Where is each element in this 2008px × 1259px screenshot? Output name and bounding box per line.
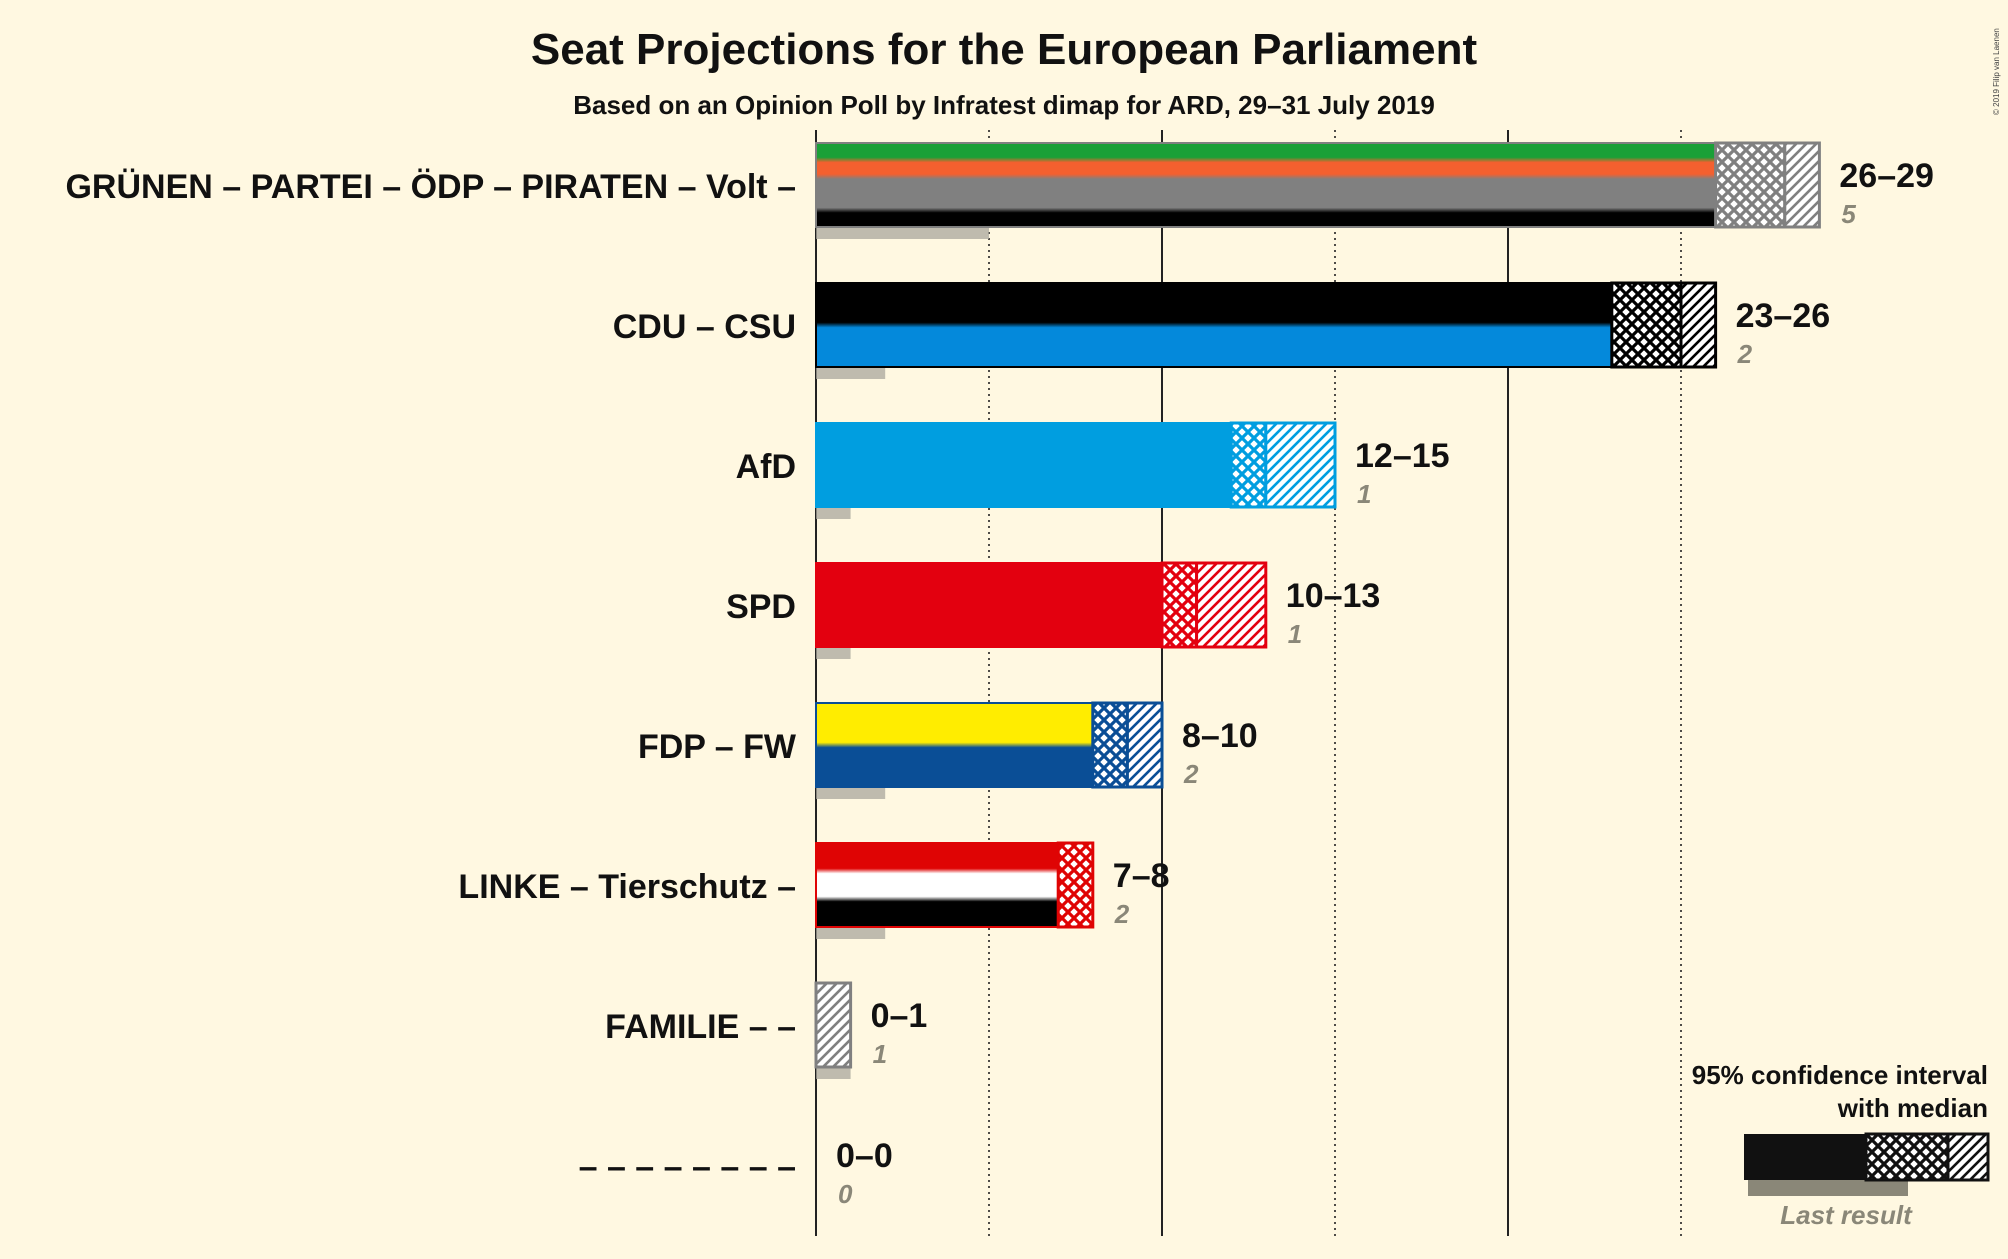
last-result-label: 0 (838, 1179, 853, 1209)
legend-crosshatch (1864, 1132, 1950, 1182)
party-row: LINKE – Tierschutz – 7–8 2 (458, 841, 1170, 939)
bar-ci-diagonal (1125, 701, 1164, 789)
copyright-note: © 2019 Filip van Laenen (1992, 28, 2001, 115)
legend-line-2: with median (1837, 1093, 1988, 1123)
party-label: CDU – CSU (613, 308, 796, 346)
bar-solid (816, 843, 1059, 927)
seat-range-label: 26–29 (1839, 157, 1934, 195)
bar-outline (815, 982, 852, 1068)
seat-range-label: 8–10 (1182, 717, 1258, 755)
party-row: GRÜNEN – PARTEI – ÖDP – PIRATEN – Volt –… (65, 141, 1934, 239)
bar-ci-diagonal (1783, 141, 1821, 229)
chart-title: Seat Projections for the European Parlia… (531, 25, 1478, 74)
party-label: FDP – FW (638, 728, 797, 766)
seat-range-label: 0–1 (871, 997, 928, 1035)
seat-range-label: 7–8 (1113, 857, 1170, 895)
last-result-label: 1 (1288, 619, 1302, 649)
bar-solid (816, 703, 1093, 787)
legend: 95% confidence interval with median Last… (1692, 1060, 1990, 1230)
bar-ci-crosshatch (1160, 561, 1199, 649)
bar-ci-diagonal (1264, 421, 1337, 509)
bar-ci-diagonal (814, 981, 853, 1069)
party-row: FDP – FW 8–10 2 (638, 701, 1258, 799)
party-label: SPD (726, 588, 796, 626)
party-row: CDU – CSU 23–26 2 (613, 281, 1831, 379)
party-row: FAMILIE – – 0–1 1 (605, 981, 928, 1079)
seat-range-label: 10–13 (1286, 577, 1381, 615)
bar-outline (815, 702, 1163, 788)
last-result-label: 2 (1183, 759, 1199, 789)
party-label: FAMILIE – – (605, 1008, 796, 1046)
legend-solid-bar (1744, 1134, 1866, 1180)
bar-solid (816, 283, 1612, 367)
bar-solid (816, 143, 1716, 227)
bar-outline (815, 422, 1336, 508)
last-result-label: 1 (873, 1039, 887, 1069)
seat-range-label: 23–26 (1736, 297, 1831, 335)
party-row: SPD 10–13 1 (726, 561, 1381, 659)
bar-ci-diagonal (1679, 281, 1718, 369)
party-label: GRÜNEN – PARTEI – ÖDP – PIRATEN – Volt – (65, 168, 796, 206)
bar-ci-crosshatch (1056, 841, 1095, 929)
bars-layer: GRÜNEN – PARTEI – ÖDP – PIRATEN – Volt –… (65, 141, 1934, 1209)
bar-outline (815, 842, 1094, 928)
bar-ci-crosshatch (1091, 701, 1129, 789)
legend-diagonal-hatch (1946, 1132, 1990, 1182)
party-row: – – – – – – – – 0–0 0 (579, 1137, 893, 1209)
party-label: AfD (736, 448, 796, 486)
seat-range-label: 12–15 (1355, 437, 1450, 475)
legend-line-1: 95% confidence interval (1692, 1060, 1988, 1090)
bar-outline (815, 282, 1717, 368)
bar-solid (816, 423, 1232, 507)
chart-subtitle: Based on an Opinion Poll by Infratest di… (573, 90, 1435, 120)
bar-ci-crosshatch (1714, 141, 1787, 229)
last-result-label: 5 (1841, 199, 1856, 229)
last-result-label: 2 (1737, 339, 1753, 369)
bar-ci-crosshatch (1229, 421, 1268, 509)
bar-outline (815, 142, 1821, 228)
bar-ci-diagonal (1195, 561, 1268, 649)
party-row: AfD 12–15 1 (736, 421, 1450, 519)
bar-outline (815, 562, 1267, 648)
last-result-label: 2 (1114, 899, 1130, 929)
last-result-label: 1 (1357, 479, 1371, 509)
legend-last-result-label: Last result (1780, 1200, 1913, 1230)
seat-range-label: 0–0 (836, 1137, 893, 1175)
bar-solid (816, 563, 1162, 647)
bar-ci-crosshatch (1610, 281, 1683, 369)
party-label: – – – – – – – – (579, 1148, 796, 1186)
party-label: LINKE – Tierschutz – (458, 868, 796, 906)
